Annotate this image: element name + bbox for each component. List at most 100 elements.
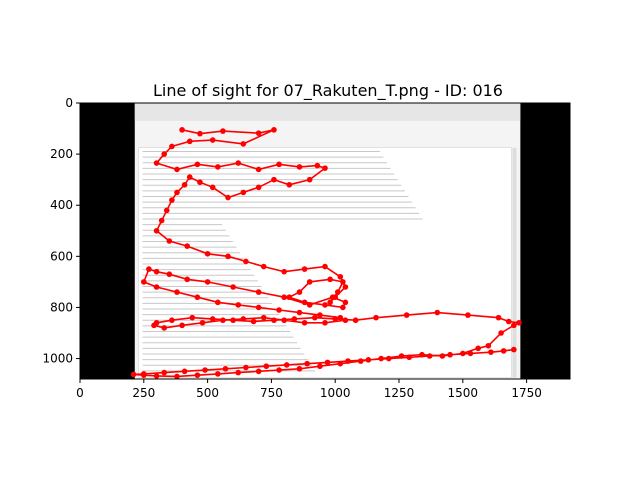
- screenshot-scrollbar: [512, 147, 517, 378]
- gaze-point: [153, 227, 160, 234]
- gaze-point: [263, 363, 270, 370]
- gaze-point: [130, 371, 137, 378]
- gaze-point: [406, 354, 413, 361]
- gaze-point: [342, 284, 349, 290]
- y-tick-label: 1000: [42, 352, 73, 366]
- gaze-point: [337, 273, 344, 280]
- gaze-point: [153, 319, 160, 326]
- gaze-point: [296, 365, 303, 372]
- gaze-point: [204, 250, 211, 257]
- plot-area: [79, 102, 571, 380]
- gaze-point: [314, 162, 321, 169]
- gaze-point: [301, 266, 308, 272]
- gaze-point: [296, 289, 303, 295]
- gaze-point: [141, 371, 147, 377]
- gaze-points: [130, 127, 522, 380]
- gaze-point: [240, 316, 247, 322]
- gaze-point: [329, 294, 336, 301]
- black-side-bar-left: [80, 103, 135, 379]
- gaze-point: [322, 302, 328, 308]
- black-side-bar-right: [520, 103, 570, 379]
- gaze-point: [235, 302, 242, 308]
- x-tick-label: 1500: [448, 386, 479, 400]
- gaze-point: [495, 314, 502, 321]
- gaze-point: [209, 316, 216, 322]
- gaze-point: [240, 141, 247, 147]
- x-axis: 0 250 500 750 1000 1250 1500 1750: [76, 379, 542, 400]
- gaze-point: [488, 349, 494, 355]
- gaze-point: [243, 364, 249, 371]
- gaze-point: [215, 371, 221, 377]
- gaze-point: [271, 176, 277, 183]
- gaze-point: [511, 346, 517, 353]
- gaze-point: [505, 318, 512, 325]
- gaze-point: [447, 351, 453, 358]
- gaze-point: [166, 271, 173, 278]
- gaze-point: [184, 276, 190, 283]
- x-tick-label: 750: [260, 386, 283, 400]
- gaze-point: [342, 299, 349, 306]
- gaze-point: [291, 316, 298, 322]
- gaze-point: [345, 358, 351, 364]
- gaze-point: [209, 137, 216, 143]
- gaze-point: [230, 317, 236, 324]
- gaze-point: [194, 294, 201, 301]
- gaze-point: [209, 184, 216, 191]
- gaze-point: [334, 289, 341, 295]
- gaze-point: [322, 319, 328, 326]
- gaze-point: [304, 360, 310, 367]
- gaze-point: [230, 284, 236, 290]
- gaze-point: [174, 289, 180, 295]
- gaze-point: [169, 197, 175, 203]
- gaze-point: [197, 179, 203, 186]
- gaze-point: [311, 314, 318, 321]
- gaze-point: [317, 312, 323, 318]
- gaze-point: [434, 309, 441, 316]
- gaze-point: [186, 138, 193, 145]
- x-tick-label: 1750: [511, 386, 542, 400]
- gaze-point: [260, 314, 267, 321]
- gaze-point: [255, 304, 262, 311]
- gaze-point: [225, 253, 231, 260]
- gaze-point: [281, 294, 287, 301]
- gaze-point: [181, 181, 188, 188]
- gaze-point: [161, 369, 168, 376]
- gaze-point: [146, 266, 152, 272]
- gaze-point: [286, 181, 293, 188]
- gaze-point: [475, 345, 481, 352]
- gaze-point: [220, 128, 226, 134]
- gaze-point: [378, 355, 384, 362]
- gaze-point: [426, 353, 433, 359]
- gaze-point: [255, 130, 262, 136]
- email-screenshot-background: [80, 103, 570, 379]
- gaze-point: [337, 360, 344, 367]
- gaze-point: [516, 319, 522, 326]
- gaze-point: [260, 263, 267, 270]
- gaze-point: [357, 358, 364, 364]
- gaze-point: [235, 369, 242, 376]
- gaze-point: [281, 317, 287, 324]
- gaze-point: [301, 299, 308, 306]
- gaze-point: [163, 207, 170, 214]
- gaze-point: [197, 130, 203, 137]
- gaze-point: [485, 342, 492, 349]
- gaze-point: [161, 151, 168, 157]
- gaze-point: [340, 304, 346, 311]
- gaze-point: [467, 350, 474, 357]
- gaze-point: [169, 143, 175, 150]
- x-tick-label: 500: [196, 386, 219, 400]
- gaze-point: [158, 217, 165, 224]
- gaze-point: [179, 322, 185, 329]
- gaze-point: [398, 353, 405, 359]
- gaze-point: [255, 289, 262, 295]
- gaze-point: [317, 363, 323, 370]
- gaze-point: [337, 314, 344, 321]
- y-tick-label: 600: [50, 249, 73, 263]
- chart-title: Line of sight for 07_Rakuten_T.png - ID:…: [153, 81, 503, 101]
- gaze-point: [306, 279, 313, 285]
- gaze-point: [199, 319, 206, 326]
- gaze-point: [179, 127, 185, 133]
- gaze-point: [181, 368, 188, 375]
- gaze-point: [498, 330, 504, 336]
- gaze-point: [166, 238, 173, 244]
